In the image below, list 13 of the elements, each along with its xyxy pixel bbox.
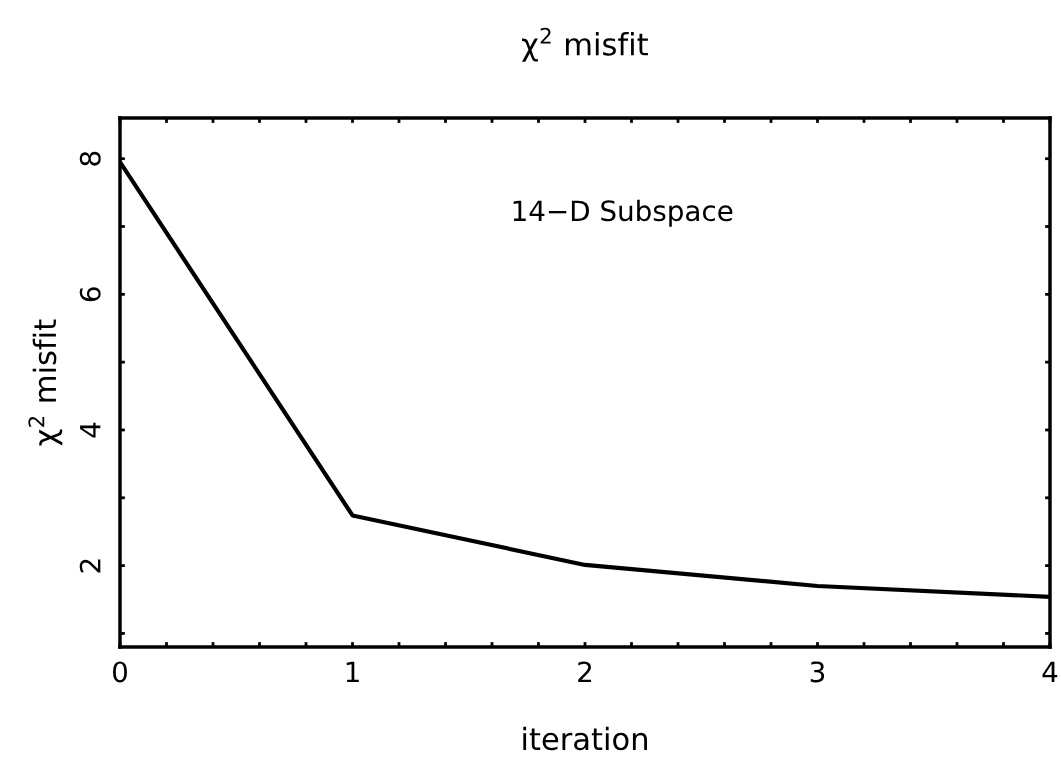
y-axis-title: χ$^{2}$ misfit [28,319,63,446]
x-tick-label: 0 [112,661,127,683]
y-tick-label: 6 [79,287,101,302]
y-tick-label: 4 [80,422,101,438]
x-tick-label: 1 [346,661,359,682]
chart-title: χ$^{2}$ misfit [522,27,648,62]
x-axis-title: iteration [523,726,647,751]
y-tick-label: 8 [79,151,101,166]
x-tick-label: 3 [810,661,825,683]
x-tick-label: 2 [578,661,592,682]
y-tick-label: 2 [79,559,101,573]
x-tick-label: 4 [1042,661,1058,682]
annotation: 14−D Subspace [513,199,733,227]
